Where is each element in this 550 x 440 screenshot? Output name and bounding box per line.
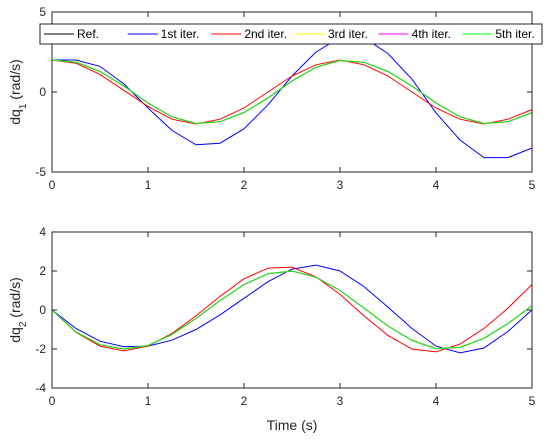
x-tick-label: 5 [529,178,536,192]
x-tick-label: 0 [49,394,56,408]
y-tick-label: -4 [35,381,46,395]
x-tick-label: 1 [145,178,152,192]
legend-box [39,23,543,45]
series-line-2 [51,59,533,125]
x-tick-label: 2 [241,178,248,192]
y-tick-label: 0 [39,85,46,99]
y-tick-label: 0 [39,303,46,317]
legend-label-3: 3rd iter. [328,27,368,41]
series-line-2 [51,266,533,353]
legend-label-1: 1st iter. [161,27,200,41]
y-tick-label: -2 [35,342,46,356]
plot-area [52,232,532,388]
x-tick-label: 0 [49,178,56,192]
legend-label-4: 4th iter. [412,27,451,41]
legend-label-2: 2nd iter. [244,27,287,41]
y-tick-label: 5 [39,5,46,19]
series-line-5 [51,270,533,350]
legend-label-5: 5th iter. [495,27,534,41]
y-tick-label: 2 [39,264,46,278]
x-tick-label: 3 [337,178,344,192]
legend: Ref. 1st iter. 2nd iter. 3rd iter. 4th iter.… [39,23,543,45]
y-tick-label: 4 [39,225,46,239]
y-axis-label: dq1 (rad/s) [7,59,29,124]
legend-label-0: Ref. [77,27,99,41]
series-line-5 [51,59,533,125]
x-axis-label: Time (s) [267,417,318,433]
x-tick-label: 4 [433,178,440,192]
x-tick-label: 2 [241,394,248,408]
x-tick-label: 1 [145,394,152,408]
series-line-1 [51,264,533,354]
x-tick-label: 3 [337,394,344,408]
y-axis-label: dq2 (rad/s) [7,277,29,342]
panel-dq2: 0 1 2 3 4 5 -4 -2 0 2 4 dq2 (rad/s) Time (s) [7,225,536,433]
x-tick-label: 4 [433,394,440,408]
y-tick-label: -5 [35,165,46,179]
x-tick-label: 5 [529,394,536,408]
